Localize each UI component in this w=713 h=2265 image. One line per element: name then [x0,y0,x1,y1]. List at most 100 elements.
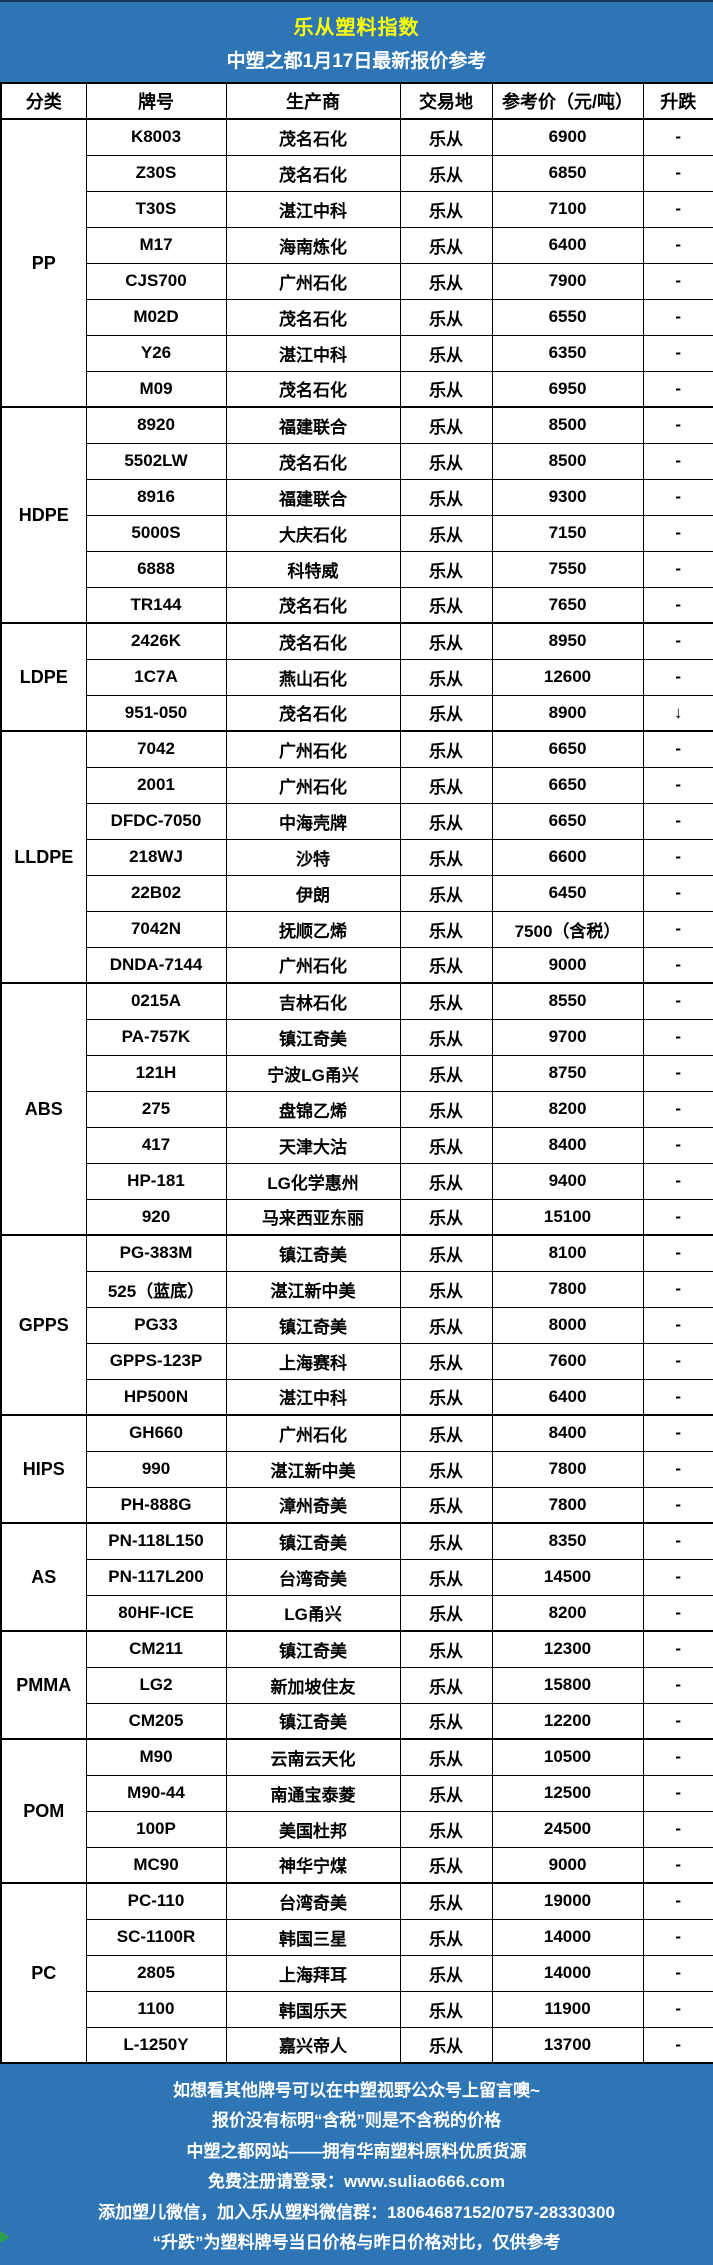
grade-cell: HP500N [85,1378,227,1416]
table-row: DNDA-7144 广州石化 乐从 9000- [1,946,713,984]
market-cell: 乐从 [399,1198,493,1236]
change-cell: - [642,262,713,300]
price-cell: 14000 [491,1918,644,1956]
category-cell: AS [0,1522,87,1632]
change-cell: - [642,586,713,624]
price-cell: 8500 [491,442,644,480]
grade-cell: PH-888G [85,1486,227,1524]
price-cell: 9300 [491,478,644,516]
footer-note: 中塑之都网站——拥有华南塑料原料优质货源 [186,2141,527,2161]
price-cell: 9000 [491,1846,644,1884]
price-cell: 12500 [491,1774,644,1812]
grade-cell: Y26 [85,334,227,372]
market-cell: 乐从 [399,154,493,192]
change-cell: - [642,514,713,552]
producer-cell: 广州石化 [225,262,401,300]
price-cell: 7650 [491,586,644,624]
table-row: 920 马来西亚东丽 乐从 15100- [1,1198,713,1236]
table-row: MC90 神华宁煤 乐从 9000- [1,1846,713,1884]
table-row: POM M90 云南云天化 乐从 10500- [0,1738,713,1884]
market-cell: 乐从 [399,1270,493,1308]
market-cell: 乐从 [399,1090,493,1128]
producer-cell: 神华宁煤 [225,1846,401,1884]
market-cell: 乐从 [399,406,493,444]
change-cell: - [642,406,713,444]
price-cell: 11900 [491,1990,644,2028]
change-cell: - [642,1882,713,1920]
producer-cell: 茂名石化 [225,622,401,660]
price-cell: 9400 [491,1162,644,1200]
change-cell: - [642,1054,713,1092]
producer-cell: 上海拜耳 [225,1954,401,1992]
table-row: 80HF-ICE LG甬兴 乐从 8200- [1,1594,713,1632]
producer-cell: 茂名石化 [225,442,401,480]
page-title: 乐从塑料指数 [293,17,420,40]
price-cell: 7800 [491,1450,644,1488]
table-header-row: 分类 牌号 生产商 交易地 参考价（元/吨） 升跌 [0,82,713,120]
table-row: Z30S 茂名石化 乐从 6850- [1,154,713,192]
change-cell: - [642,658,713,696]
market-cell: 乐从 [399,946,493,984]
market-cell: 乐从 [399,334,493,372]
table-row: PN-117L200 台湾奇美 乐从 14500- [1,1558,713,1596]
column-header-market: 交易地 [399,82,493,120]
producer-cell: 湛江新中美 [225,1450,401,1488]
grade-cell: GH660 [85,1414,227,1452]
grade-cell: 7042N [85,910,227,948]
market-cell: 乐从 [399,730,493,768]
table-row: CJS700 广州石化 乐从 7900- [1,262,713,300]
grade-cell: 5000S [85,514,227,552]
table-row: 2001 广州石化 乐从 6650- [1,766,713,804]
table-row: HP-181 LG化学惠州 乐从 9400- [1,1162,713,1200]
grade-cell: 951-050 [85,694,227,732]
price-cell: 7100 [491,190,644,228]
producer-cell: 吉林石化 [225,982,401,1020]
grade-cell: 7042 [85,730,227,768]
grade-cell: 2805 [85,1954,227,1992]
grade-cell: 525（蓝底） [85,1270,227,1308]
producer-cell: 台湾奇美 [225,1558,401,1596]
market-cell: 乐从 [399,1774,493,1812]
table-row: PC PC-110 台湾奇美 乐从 19000- [0,1882,713,2064]
market-cell: 乐从 [399,1486,493,1524]
price-cell: 8350 [491,1522,644,1560]
producer-cell: 美国杜邦 [225,1810,401,1848]
footer-note: “升跌”为塑料牌号当日价格与昨日价格对比，仅供参考 [152,2233,561,2253]
producer-cell: 云南云天化 [225,1738,401,1776]
column-header-price: 参考价（元/吨） [491,82,644,120]
change-cell: - [642,1630,713,1668]
producer-cell: 镇江奇美 [225,1702,401,1740]
producer-cell: 天津大沽 [225,1126,401,1164]
producer-cell: 台湾奇美 [225,1882,401,1920]
market-cell: 乐从 [399,1126,493,1164]
grade-cell: 121H [85,1054,227,1092]
table-row: PA-757K 镇江奇美 乐从 9700- [1,1018,713,1056]
footer-note: 添加塑儿微信，加入乐从塑料微信群：18064687152/0757-283303… [98,2202,615,2222]
column-header-category: 分类 [0,82,87,120]
table-row: ABS 0215A 吉林石化 乐从 8550- [0,982,713,1236]
market-cell: 乐从 [399,1630,493,1668]
grade-cell: GPPS-123P [85,1342,227,1380]
market-cell: 乐从 [399,658,493,696]
table-row: CM205 镇江奇美 乐从 12200- [1,1702,713,1740]
change-cell: - [642,1918,713,1956]
producer-cell: 广州石化 [225,1414,401,1452]
grade-cell: PG33 [85,1306,227,1344]
change-cell: - [642,622,713,660]
grade-cell: 1C7A [85,658,227,696]
table-row: 22B02 伊朗 乐从 6450- [1,874,713,912]
market-cell: 乐从 [399,586,493,624]
producer-cell: 广州石化 [225,730,401,768]
table-row: M02D 茂名石化 乐从 6550- [1,298,713,336]
grade-cell: TR144 [85,586,227,624]
table-row: DFDC-7050 中海壳牌 乐从 6650- [1,802,713,840]
price-cell: 7800 [491,1486,644,1524]
market-cell: 乐从 [399,874,493,912]
grade-cell: DFDC-7050 [85,802,227,840]
change-cell: - [642,1486,713,1524]
table-row: PMMA CM211 镇江奇美 乐从 12300- [0,1630,713,1740]
table-row: 1100 韩国乐天 乐从 11900- [1,1990,713,2028]
grade-cell: 5502LW [85,442,227,480]
producer-cell: 茂名石化 [225,154,401,192]
